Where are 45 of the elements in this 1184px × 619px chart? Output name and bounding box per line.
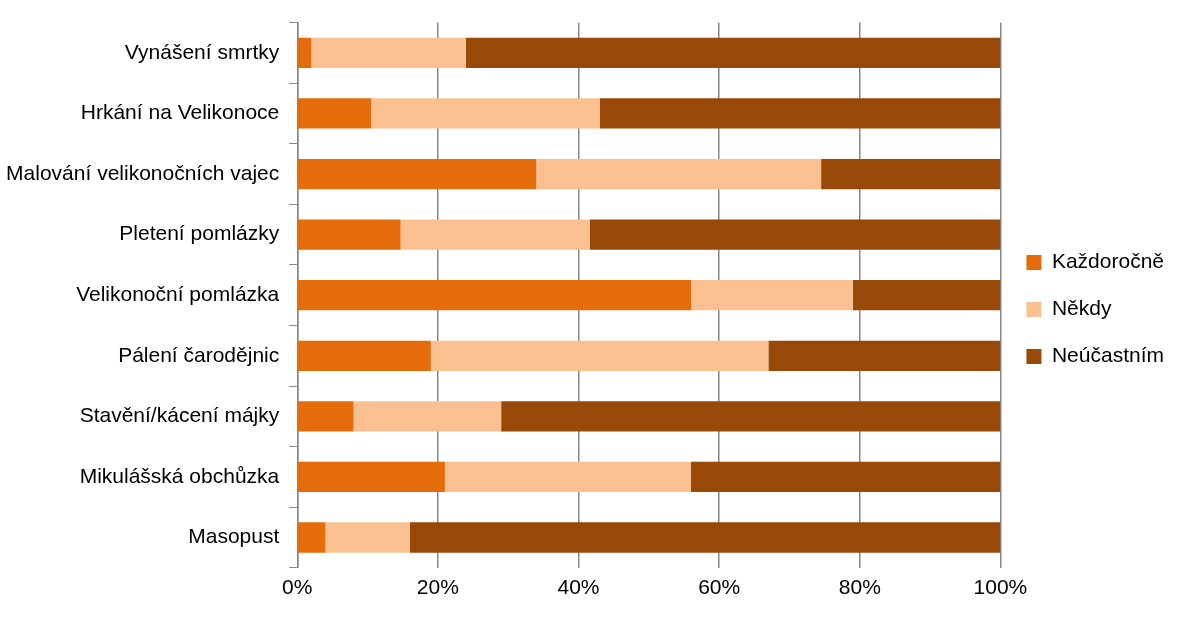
bar: [298, 98, 372, 129]
x-tick-label: 100%: [973, 575, 1028, 599]
bar: [691, 280, 853, 311]
bar: [298, 522, 326, 553]
bar: [466, 37, 1001, 69]
bar: [536, 158, 822, 190]
y-tick-label: Vynášení smrtky: [124, 39, 280, 63]
y-tick-label: Velikonoční pomlázka: [76, 282, 280, 305]
y-tick-label: Masopust: [188, 524, 280, 548]
y-tick-label: Pletení pomlázky: [119, 221, 280, 245]
bar: [821, 158, 1001, 190]
bar: [768, 340, 1001, 371]
x-tick-label: 80%: [838, 575, 881, 599]
y-tick-label: Stavění/kácení májky: [79, 403, 280, 427]
bar: [353, 401, 502, 432]
x-tick-label: 60%: [698, 575, 741, 599]
bar: [599, 98, 1001, 129]
x-tick-label: 40%: [557, 575, 600, 599]
bar: [298, 340, 431, 371]
bar: [852, 280, 1001, 311]
bar: [501, 401, 1001, 432]
bar: [298, 461, 445, 493]
bar: [298, 280, 692, 311]
bar: [409, 522, 1001, 553]
bar: [444, 461, 692, 493]
bar: [691, 461, 1001, 493]
bar: [325, 522, 410, 553]
bar: [589, 219, 1001, 250]
bar: [298, 401, 354, 432]
bar: [298, 158, 537, 190]
x-tick-label: 20%: [416, 575, 459, 599]
bar: [400, 219, 590, 250]
x-tick-label: 0%: [282, 575, 313, 599]
y-tick-label: Hrkání na Velikonoce: [80, 100, 280, 124]
y-tick-label: Pálení čarodějnic: [118, 342, 280, 366]
legend-label: Každoročně: [1051, 249, 1164, 273]
bar: [298, 37, 312, 69]
bar: [298, 219, 401, 250]
legend-label: Někdy: [1051, 296, 1112, 320]
bar: [371, 98, 600, 129]
legend-label: Neúčastním: [1051, 343, 1164, 367]
y-tick-label: Malování velikonočních vajec: [6, 160, 280, 184]
y-tick-label: Mikulášská obchůzka: [79, 463, 280, 487]
bar: [311, 37, 467, 69]
bar: [430, 340, 769, 371]
